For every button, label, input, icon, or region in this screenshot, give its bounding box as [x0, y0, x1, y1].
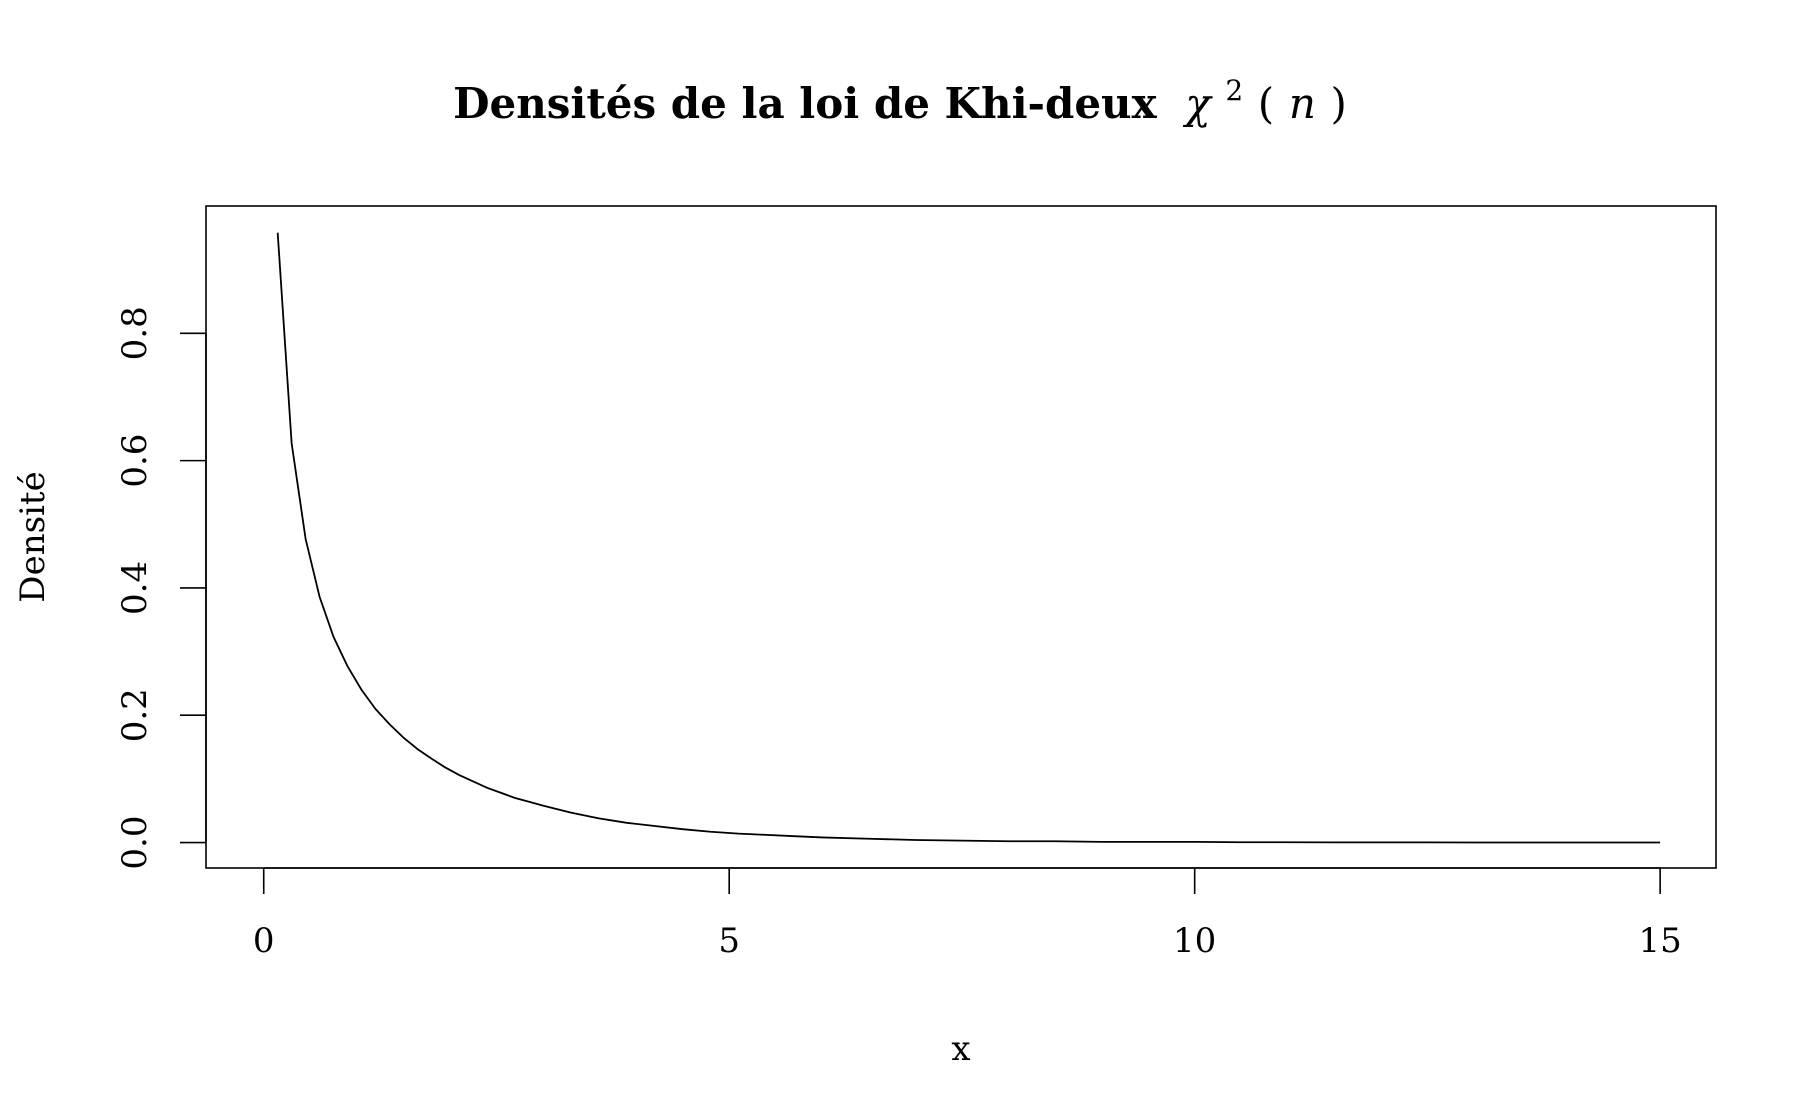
chart-title-close-paren: ) — [1331, 79, 1347, 128]
x-tick-label: 15 — [1639, 921, 1682, 961]
chart-title-open-paren: ( — [1258, 79, 1274, 128]
series-layer — [276, 232, 1661, 844]
y-axis: 0.0 0.2 0.4 0.6 0.8 — [115, 306, 207, 870]
plot-frame — [205, 205, 1717, 869]
chart-title-text: Densités de la loi de Khi-deux — [453, 79, 1157, 128]
y-tick-label: 0.8 — [115, 306, 155, 360]
y-axis-label: Densité — [13, 471, 53, 602]
x-tick-label: 0 — [253, 921, 275, 961]
chart-title: Densités de la loi de Khi-deux χ 2 ( n ) — [453, 61, 1347, 128]
y-tick-label: 0.6 — [115, 434, 155, 488]
y-tick-label: 0.2 — [115, 688, 155, 742]
density-curve — [276, 232, 1661, 844]
x-axis-label: x — [951, 1029, 970, 1069]
y-tick-label: 0.4 — [115, 561, 155, 615]
chart-title-variable: n — [1289, 79, 1316, 128]
chart-title-chi: χ — [1182, 79, 1213, 128]
y-tick-label: 0.0 — [115, 815, 155, 869]
x-axis: 0 5 10 15 — [253, 867, 1682, 961]
chart-title-superscript: 2 — [1225, 74, 1243, 107]
x-tick-label: 10 — [1173, 921, 1216, 961]
x-tick-label: 5 — [718, 921, 740, 961]
